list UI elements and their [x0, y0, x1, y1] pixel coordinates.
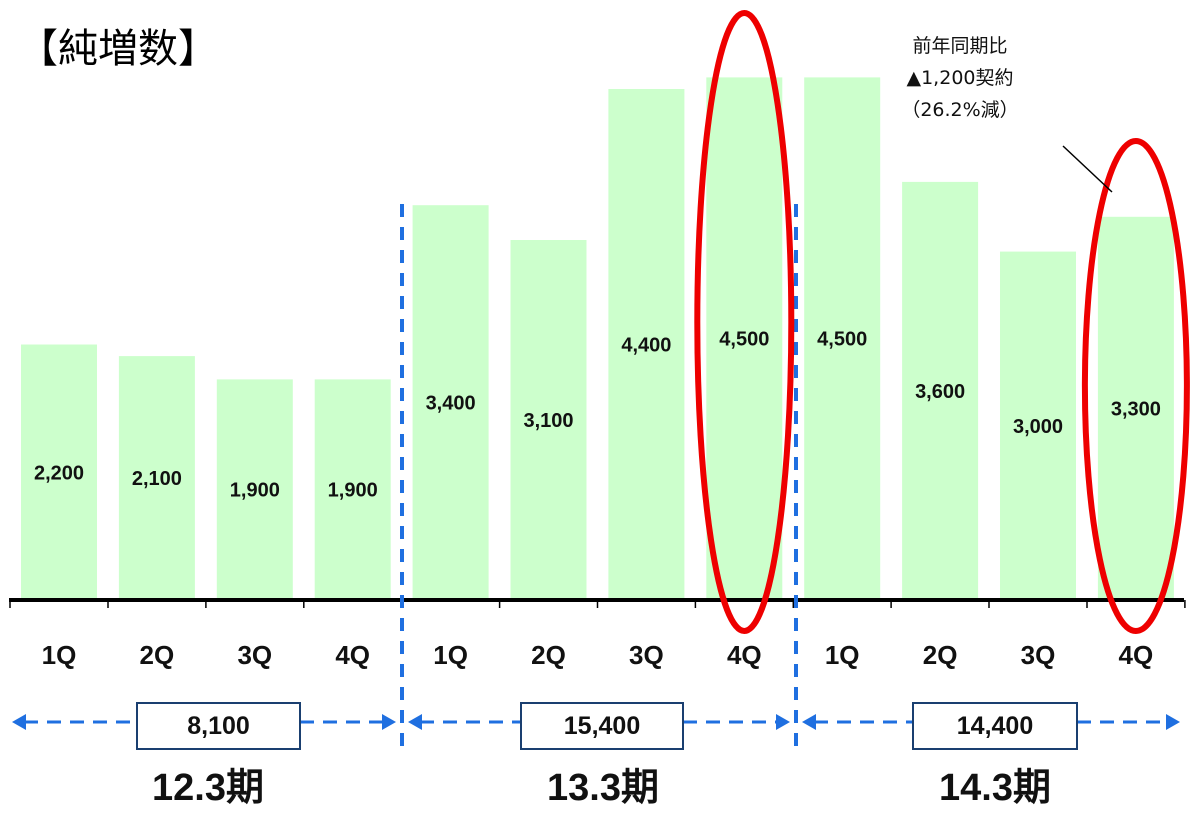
bar-value-label: 3,600 — [915, 381, 965, 403]
period-name: 14.3期 — [939, 767, 1051, 808]
bar-value-label: 2,200 — [34, 462, 84, 484]
bar — [706, 77, 783, 600]
x-tick-label: 4Q — [727, 640, 762, 670]
x-tick-label: 2Q — [923, 640, 958, 670]
bar — [412, 205, 489, 600]
period-total-value: 14,400 — [957, 712, 1033, 740]
period-total-box — [520, 702, 684, 750]
arrow-head — [408, 714, 422, 730]
arrow-head — [382, 714, 396, 730]
highlight-ellipses — [694, 10, 1190, 634]
period-total-value: 8,100 — [187, 712, 250, 740]
x-tick-label: 2Q — [531, 640, 566, 670]
x-tick-label: 3Q — [629, 640, 664, 670]
bar — [21, 344, 97, 600]
chart-title: 【純増数】 — [18, 26, 218, 72]
annotation-line-3: （26.2%減） — [901, 99, 1018, 121]
x-tick-label: 3Q — [1021, 640, 1056, 670]
bar-value-label: 4,500 — [719, 329, 769, 351]
bar-value-label: 4,500 — [817, 329, 867, 351]
period-total-box — [912, 702, 1078, 750]
x-tick-label: 1Q — [825, 640, 860, 670]
period-name: 13.3期 — [547, 767, 659, 808]
bar-value-label: 2,100 — [132, 468, 182, 490]
bar — [118, 356, 195, 600]
x-tick-label: 4Q — [335, 640, 370, 670]
period-name: 12.3期 — [152, 767, 264, 808]
x-tick-label: 4Q — [1119, 640, 1154, 670]
arrow-head — [776, 714, 790, 730]
bars-layer — [21, 77, 1174, 601]
bar — [804, 77, 881, 600]
bar-value-label: 1,900 — [328, 480, 378, 502]
bar — [216, 379, 293, 600]
arrow-head — [12, 714, 26, 730]
annotation-pointer-line — [1062, 145, 1113, 193]
bar — [510, 240, 587, 600]
arrow-head — [1166, 714, 1180, 730]
x-axis — [9, 598, 1186, 608]
annotation-line-2: ▲1,200契約 — [906, 67, 1013, 89]
bar-value-label: 3,100 — [523, 410, 573, 432]
arrow-head — [802, 714, 816, 730]
bar-value-label: 4,400 — [621, 335, 671, 357]
bar — [1000, 251, 1076, 600]
bar — [902, 181, 979, 600]
bar-labels-layer: 2,200 2,100 1,900 1,900 3,400 3,100 4,400 4,500… — [34, 329, 1161, 502]
bar — [1097, 216, 1174, 601]
bar — [314, 379, 391, 600]
annotation-line-1: 前年同期比 — [912, 35, 1007, 57]
x-tick-label: 1Q — [42, 640, 77, 670]
period-total-box — [136, 702, 301, 750]
x-tick-label: 2Q — [140, 640, 175, 670]
bar-value-label: 1,900 — [230, 480, 280, 502]
period-total-value: 15,400 — [564, 712, 640, 740]
x-tick-label: 3Q — [237, 640, 272, 670]
bar-value-label: 3,400 — [426, 393, 476, 415]
bar-value-label: 3,300 — [1111, 398, 1161, 420]
period-totals-layer: 8,100 12.3期 15,400 13.3期 14,400 14.3期 — [12, 702, 1180, 809]
quarter-labels-layer: 1Q 2Q 3Q 4Q 1Q 2Q 3Q 4Q 1Q 2Q 3Q 4Q — [42, 640, 1154, 670]
highlight-ellipse — [694, 10, 795, 634]
bar-value-label: 3,000 — [1013, 416, 1063, 438]
bar — [608, 89, 685, 600]
x-tick-label: 1Q — [433, 640, 468, 670]
highlight-ellipse — [1081, 138, 1190, 634]
